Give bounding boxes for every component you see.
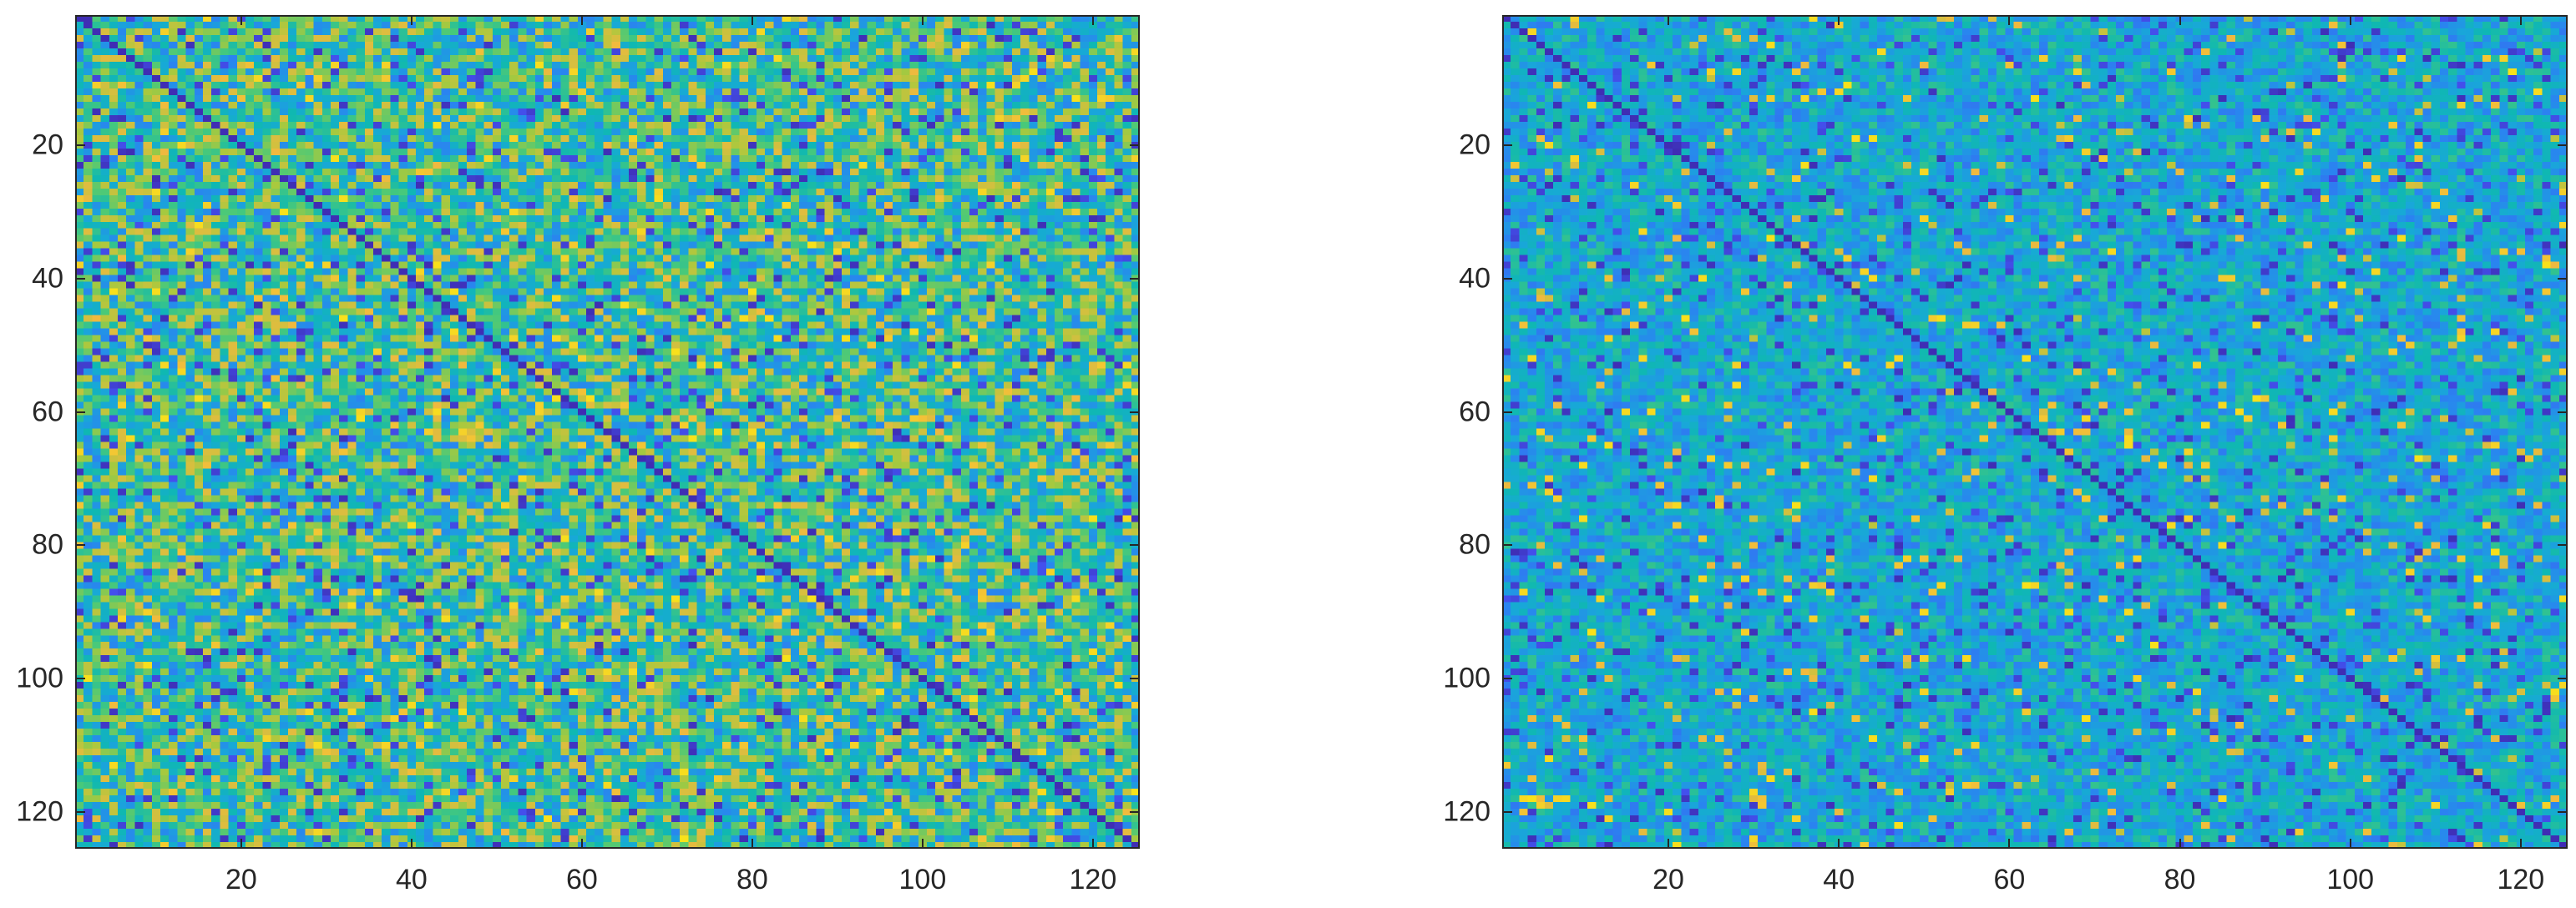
xtick-mark (1838, 839, 1840, 849)
ytick-mark (1130, 411, 1140, 413)
ytick-mark (2558, 544, 2568, 547)
xtick-mark (751, 839, 753, 849)
xtick-label: 20 (1652, 864, 1684, 895)
ytick-mark (75, 277, 85, 280)
ytick-mark (1130, 678, 1140, 680)
ytick-label: 80 (32, 528, 63, 561)
ytick-mark (1502, 544, 1512, 547)
xtick-mark (2519, 839, 2522, 849)
ytick-mark (1130, 144, 1140, 146)
ytick-mark (1130, 811, 1140, 814)
ytick-mark (2558, 277, 2568, 280)
xtick-mark (921, 15, 924, 25)
ytick-label: 20 (32, 129, 63, 161)
xtick-mark (2008, 15, 2011, 25)
ytick-label: 120 (1443, 795, 1490, 828)
ytick-mark (2558, 678, 2568, 680)
ytick-mark (2558, 411, 2568, 413)
xtick-mark (2179, 839, 2181, 849)
xtick-label: 40 (395, 864, 428, 895)
xtick-label: 60 (565, 864, 598, 895)
ytick-mark (75, 811, 85, 814)
xtick-mark (240, 839, 242, 849)
ytick-label: 100 (16, 662, 63, 694)
xtick-label: 100 (2326, 864, 2375, 895)
ytick-label: 120 (16, 795, 63, 828)
xtick-mark (2519, 15, 2522, 25)
xtick-mark (1668, 15, 1670, 25)
xtick-mark (2349, 839, 2351, 849)
xtick-label: 20 (225, 864, 257, 895)
ytick-mark (1502, 144, 1512, 146)
heatmap-left: 20 40 60 80 100 120 20 40 60 80 100 120 (16, 15, 1140, 895)
heatmap-left-cells (75, 15, 1140, 849)
xtick-mark (2179, 15, 2181, 25)
ytick-mark (75, 544, 85, 547)
ytick-mark (75, 411, 85, 413)
xtick-mark (1668, 839, 1670, 849)
xtick-mark (1091, 15, 1094, 25)
xtick-label: 120 (1069, 864, 1117, 895)
xtick-mark (580, 839, 583, 849)
xtick-mark (580, 15, 583, 25)
heatmap-right: 20 40 60 80 100 120 20 40 60 80 100 120 (1443, 15, 2568, 895)
xtick-mark (2008, 839, 2011, 849)
ytick-mark (1502, 811, 1512, 814)
ytick-label: 100 (1443, 662, 1490, 694)
xtick-mark (1838, 15, 1840, 25)
ytick-label: 80 (1459, 528, 1490, 561)
ytick-label: 20 (1459, 129, 1490, 161)
xtick-label: 80 (736, 864, 768, 895)
xtick-mark (2349, 15, 2351, 25)
xtick-label: 80 (2164, 864, 2196, 895)
ytick-label: 40 (1459, 262, 1490, 295)
xtick-mark (240, 15, 242, 25)
ytick-mark (1502, 277, 1512, 280)
xtick-mark (921, 839, 924, 849)
ytick-mark (1130, 277, 1140, 280)
ytick-mark (75, 144, 85, 146)
xtick-label: 100 (898, 864, 947, 895)
ytick-mark (2558, 144, 2568, 146)
ytick-mark (1502, 678, 1512, 680)
xtick-label: 120 (2497, 864, 2545, 895)
xtick-mark (410, 839, 412, 849)
ytick-mark (1130, 544, 1140, 547)
xtick-mark (751, 15, 753, 25)
xtick-mark (1091, 839, 1094, 849)
ytick-mark (1502, 411, 1512, 413)
ytick-mark (2558, 811, 2568, 814)
xtick-label: 60 (1993, 864, 2026, 895)
xtick-mark (410, 15, 412, 25)
heatmap-right-cells (1502, 15, 2568, 849)
ytick-label: 60 (1459, 396, 1490, 428)
ytick-mark (75, 678, 85, 680)
xtick-label: 40 (1823, 864, 1855, 895)
ytick-label: 40 (32, 262, 63, 295)
ytick-label: 60 (32, 396, 63, 428)
